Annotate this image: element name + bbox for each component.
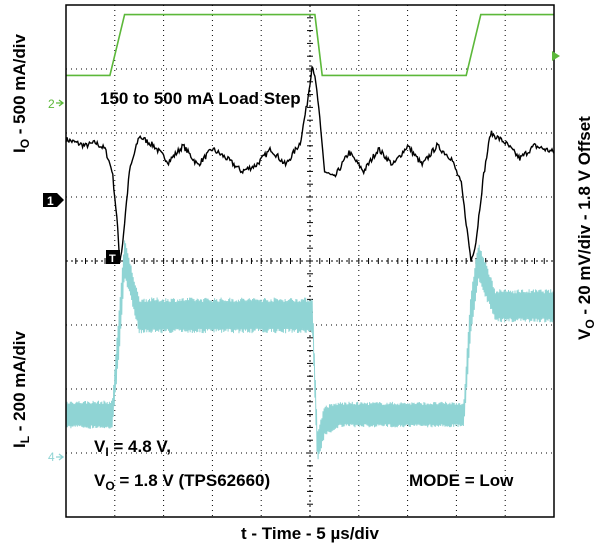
trigger-marker: T (106, 250, 120, 265)
ch1-marker: 1 (43, 193, 64, 208)
trace-ch4-line (65, 240, 555, 460)
grid (65, 4, 555, 518)
trace-ch4 (65, 240, 555, 460)
svg-text:2: 2 (48, 97, 55, 111)
trace-ch1 (65, 64, 555, 264)
trace-ch2 (66, 13, 554, 77)
trace-ch1-line (65, 64, 555, 264)
y-axis-label-vo: VO - 20 mV/div - 1.8 V Offset (575, 116, 597, 340)
annotation-load-step: 150 to 500 mA Load Step (100, 89, 301, 108)
ch2-marker: 2 (48, 97, 65, 111)
y-axis-label-il: IL - 200 mA/div (10, 331, 32, 448)
annotation-vi: VI = 4.8 V, (94, 437, 171, 459)
svg-text:4: 4 (48, 450, 55, 464)
svg-text:1: 1 (47, 194, 54, 208)
y-axis-label-io: IO - 500 mA/div (10, 34, 32, 153)
annotation-mode: MODE = Low (409, 471, 514, 490)
trigger-level-arrow (552, 51, 560, 61)
traces (65, 13, 555, 460)
svg-text:T: T (109, 253, 116, 265)
plot-frame (65, 4, 555, 518)
annotation-vo: VO = 1.8 V (TPS62660) (94, 471, 270, 493)
trace-ch2-line (66, 13, 554, 77)
ch4-marker: 4 (48, 450, 65, 464)
x-axis-label: t - Time - 5 µs/div (241, 524, 380, 543)
